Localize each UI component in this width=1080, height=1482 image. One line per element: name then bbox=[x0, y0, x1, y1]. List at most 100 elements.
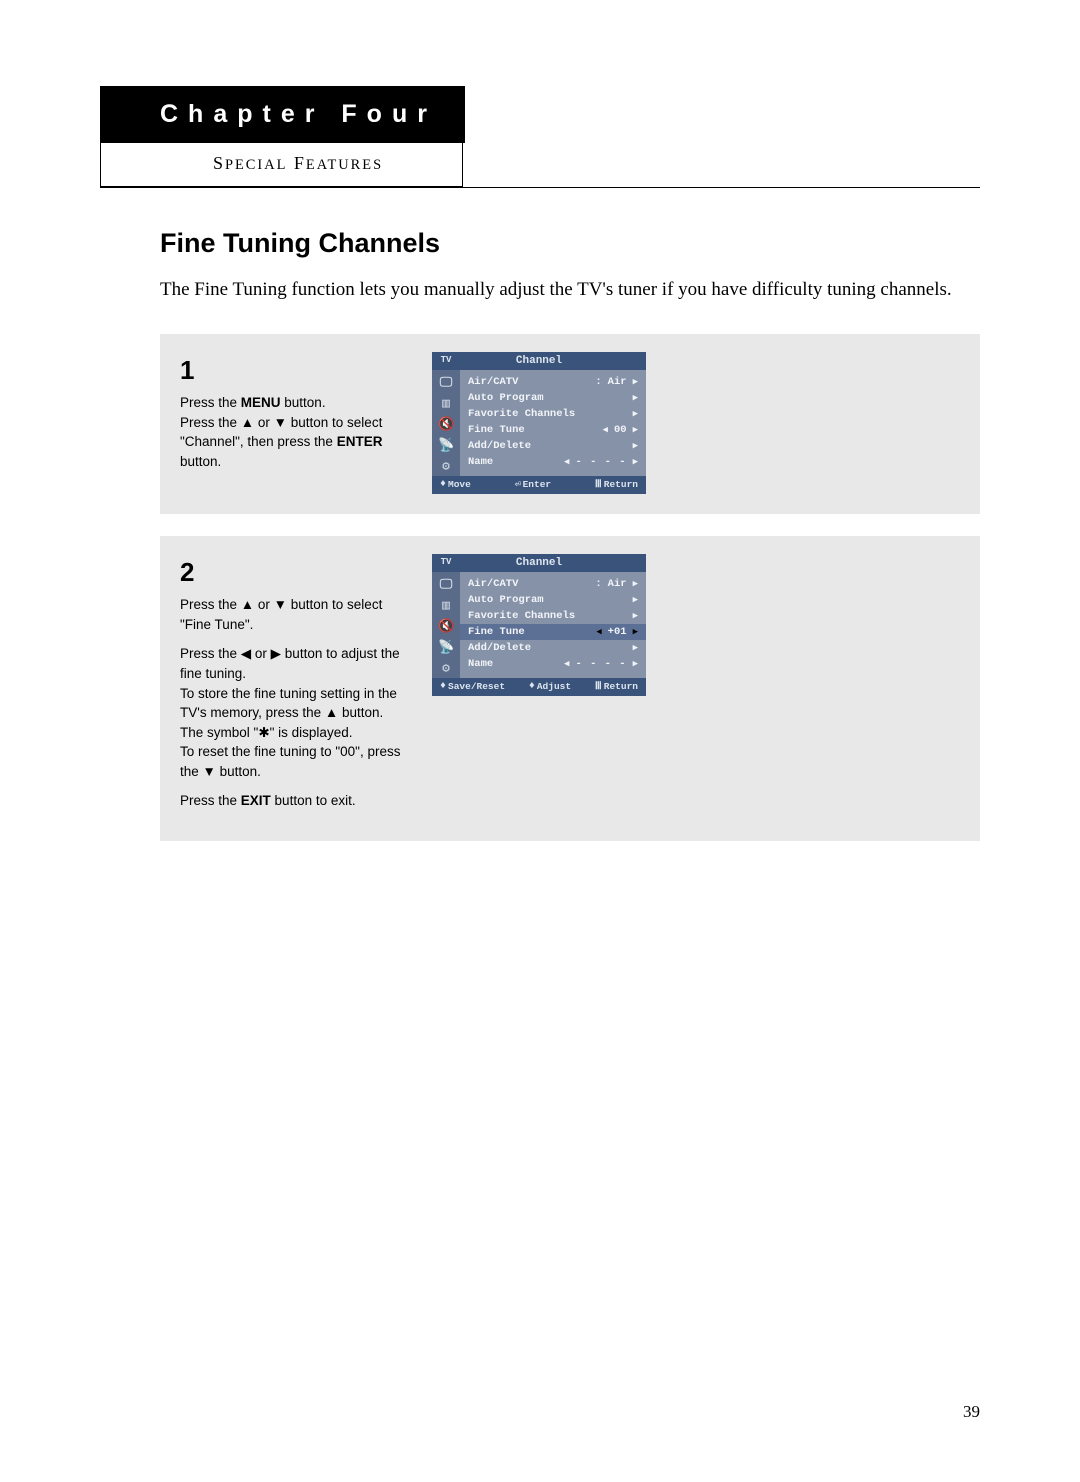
osd2-footer-adjust: Adjust bbox=[537, 681, 571, 692]
osd2-autoprogram-label: Auto Program bbox=[468, 594, 544, 606]
osd-screenshot-2: TV Channel 🖵 ▥ 🔇 📡 ⚙ Ai bbox=[432, 554, 646, 696]
step2-p1: Press the ▲ or ▼ button to select "Fine … bbox=[180, 595, 412, 634]
input-icon: 🖵 bbox=[438, 578, 454, 592]
chapter-title: Chapter Four bbox=[100, 86, 465, 143]
osd1-footer-enter: Enter bbox=[523, 479, 552, 490]
updown-icon: ♦ bbox=[440, 681, 446, 692]
osd1-row-adddelete: Add/Delete ▶ bbox=[468, 438, 638, 454]
step1-l1c: button. bbox=[281, 395, 326, 410]
step2-p5: To reset the fine tuning to "00", press … bbox=[180, 744, 400, 779]
osd1-name-value: - - - - bbox=[575, 456, 626, 468]
osd1-row-autoprogram: Auto Program ▶ bbox=[468, 390, 638, 406]
osd-screenshot-1: TV Channel 🖵 ▥ 🔇 📡 ⚙ Ai bbox=[432, 352, 646, 494]
osd2-finetune-value: +01 bbox=[608, 626, 627, 638]
channel-icon: 📡 bbox=[438, 439, 454, 453]
osd1-tv-label: TV bbox=[432, 355, 460, 367]
osd2-colon: : bbox=[595, 578, 601, 590]
step-1-text: Press the MENU button. Press the ▲ or ▼ … bbox=[180, 393, 412, 471]
enter-icon: ⏎ bbox=[515, 479, 521, 491]
left-arrow-icon: ◀ bbox=[564, 457, 569, 467]
sound-icon: 🔇 bbox=[438, 620, 454, 634]
osd2-tv-label: TV bbox=[432, 557, 460, 569]
osd1-autoprogram-label: Auto Program bbox=[468, 392, 544, 404]
input-icon: 🖵 bbox=[438, 376, 454, 390]
left-arrow-icon: ◀ bbox=[603, 425, 608, 435]
osd1-footer: ♦Move ⏎Enter ⅢReturn bbox=[432, 476, 646, 494]
left-arrow-icon: ◀ bbox=[564, 659, 569, 669]
right-arrow-icon: ▶ bbox=[633, 579, 638, 589]
updown-icon: ♦ bbox=[440, 479, 446, 490]
osd2-name-value: - - - - bbox=[575, 658, 626, 670]
osd2-row-autoprogram: Auto Program ▶ bbox=[468, 592, 638, 608]
osd2-footer-return: Return bbox=[604, 681, 638, 692]
step-1-number: 1 bbox=[180, 352, 412, 390]
osd2-row-finetune: Fine Tune ◀ +01 ▶ bbox=[460, 624, 646, 640]
osd2-adddelete-label: Add/Delete bbox=[468, 642, 531, 654]
setup-icon: ⚙ bbox=[438, 662, 454, 676]
step1-l1a: Press the bbox=[180, 395, 241, 410]
right-arrow-icon: ▶ bbox=[633, 595, 638, 605]
channel-icon: 📡 bbox=[438, 641, 454, 655]
right-arrow-icon: ▶ bbox=[633, 393, 638, 403]
osd1-sidebar-icons: 🖵 ▥ 🔇 📡 ⚙ bbox=[432, 370, 460, 476]
chapter-header: Chapter Four SPECIAL FEATURES bbox=[100, 86, 980, 188]
osd1-footer-return: Return bbox=[604, 479, 638, 490]
section-heading: Fine Tuning Channels bbox=[160, 228, 980, 259]
osd1-footer-move: Move bbox=[448, 479, 471, 490]
chapter-subtitle: SPECIAL FEATURES bbox=[100, 143, 463, 187]
right-arrow-icon: ▶ bbox=[633, 611, 638, 621]
osd1-row-name: Name ◀ - - - - ▶ bbox=[468, 454, 638, 470]
leftright-icon: ♦ bbox=[529, 681, 535, 692]
osd1-row-favorite: Favorite Channels ▶ bbox=[468, 406, 638, 422]
osd2-aircatv-value: Air bbox=[608, 578, 627, 590]
osd2-row-adddelete: Add/Delete ▶ bbox=[468, 640, 638, 656]
intro-text: The Fine Tuning function lets you manual… bbox=[160, 277, 980, 304]
right-arrow-icon: ▶ bbox=[633, 659, 638, 669]
step-2-text: Press the ▲ or ▼ button to select "Fine … bbox=[180, 595, 412, 811]
step-2: 2 Press the ▲ or ▼ button to select "Fin… bbox=[160, 536, 980, 841]
osd1-name-label: Name bbox=[468, 456, 493, 468]
picture-icon: ▥ bbox=[438, 397, 454, 411]
osd2-aircatv-label: Air/CATV bbox=[468, 578, 518, 590]
step-1: 1 Press the MENU button. Press the ▲ or … bbox=[160, 334, 980, 514]
step1-l1b: MENU bbox=[241, 395, 281, 410]
step1-l2b: ENTER bbox=[337, 434, 383, 449]
left-arrow-icon: ◀ bbox=[596, 627, 601, 637]
sound-icon: 🔇 bbox=[438, 418, 454, 432]
right-arrow-icon: ▶ bbox=[633, 441, 638, 451]
return-icon: Ⅲ bbox=[595, 479, 602, 491]
picture-icon: ▥ bbox=[438, 599, 454, 613]
osd2-title: Channel bbox=[460, 557, 646, 569]
osd1-colon: : bbox=[595, 376, 601, 388]
osd2-row-name: Name ◀ - - - - ▶ bbox=[468, 656, 638, 672]
osd1-title: Channel bbox=[460, 355, 646, 367]
step2-p3: To store the fine tuning setting in the … bbox=[180, 686, 397, 721]
osd1-adddelete-label: Add/Delete bbox=[468, 440, 531, 452]
step2-p4: The symbol "✱" is displayed. bbox=[180, 725, 352, 740]
osd2-footer-save: Save/Reset bbox=[448, 681, 505, 692]
step2-p2: Press the ◀ or ▶ button to adjust the fi… bbox=[180, 646, 400, 681]
right-arrow-icon: ▶ bbox=[633, 425, 638, 435]
step2-p6b: EXIT bbox=[241, 793, 271, 808]
osd2-row-favorite: Favorite Channels ▶ bbox=[468, 608, 638, 624]
osd1-row-finetune: Fine Tune ◀ 00 ▶ bbox=[468, 422, 638, 438]
right-arrow-icon: ▶ bbox=[633, 457, 638, 467]
osd2-footer: ♦Save/Reset ♦Adjust ⅢReturn bbox=[432, 678, 646, 696]
osd1-aircatv-value: Air bbox=[608, 376, 627, 388]
osd1-row-aircatv: Air/CATV : Air ▶ bbox=[468, 374, 638, 390]
step1-l2c: button. bbox=[180, 454, 221, 469]
osd2-name-label: Name bbox=[468, 658, 493, 670]
osd2-sidebar-icons: 🖵 ▥ 🔇 📡 ⚙ bbox=[432, 572, 460, 678]
setup-icon: ⚙ bbox=[438, 460, 454, 474]
subtitle-text: SPECIAL FEATURES bbox=[213, 153, 383, 173]
step2-p6c: button to exit. bbox=[271, 793, 356, 808]
right-arrow-icon: ▶ bbox=[633, 409, 638, 419]
osd1-favorite-label: Favorite Channels bbox=[468, 408, 575, 420]
osd2-finetune-label: Fine Tune bbox=[468, 626, 525, 638]
step2-p6a: Press the bbox=[180, 793, 241, 808]
right-arrow-icon: ▶ bbox=[633, 627, 638, 637]
osd1-aircatv-label: Air/CATV bbox=[468, 376, 518, 388]
osd2-row-aircatv: Air/CATV : Air ▶ bbox=[468, 576, 638, 592]
return-icon: Ⅲ bbox=[595, 681, 602, 693]
page-number: 39 bbox=[963, 1402, 980, 1422]
